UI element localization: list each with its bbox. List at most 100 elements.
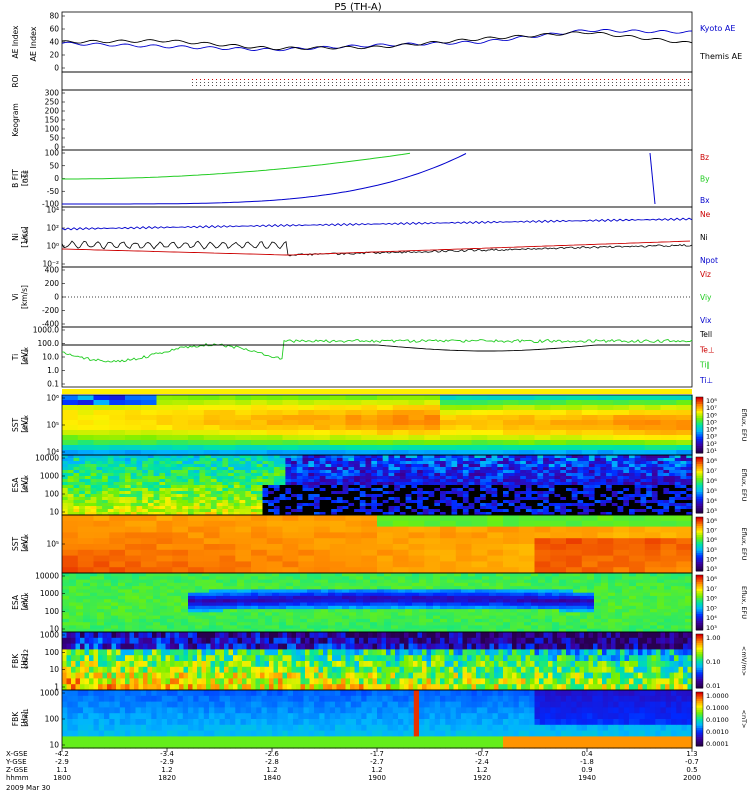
roi-dot [404, 82, 405, 83]
roi-dot [212, 85, 213, 86]
bfit-ylabel-1: [nT] [20, 171, 29, 186]
bfit-bx-line [62, 153, 467, 205]
xtick-zgse: 0.5 [686, 766, 697, 774]
ae-legend-kyoto: Kyoto AE [700, 24, 735, 33]
roi-dot [584, 82, 585, 83]
roi-dot [420, 79, 421, 80]
vi-legend-1: Viy [700, 293, 712, 302]
roi-dot [580, 85, 581, 86]
xtick-zgse: 1.2 [476, 766, 487, 774]
xtick-ygse: -2.4 [475, 758, 489, 766]
roi-dot [572, 79, 573, 80]
roi-dot [268, 79, 269, 80]
roi-dot [524, 82, 525, 83]
ti-legend-1: Te⊥ [699, 345, 714, 354]
roi-dot [688, 82, 689, 83]
sst_i-cbar-tick: 10³ [706, 565, 717, 573]
roi-dot [308, 82, 309, 83]
sst_i-cbar-tick: 10⁸ [706, 517, 717, 525]
roi-dot [256, 85, 257, 86]
roi-dot [240, 82, 241, 83]
roi-dot [584, 79, 585, 80]
roi-dot [608, 79, 609, 80]
keo-ytick: 100 [45, 125, 60, 134]
roi-dot [412, 82, 413, 83]
roi-ylabel-0: ROI [11, 74, 20, 87]
keo-frame [61, 89, 693, 151]
ti-te-line [62, 344, 690, 352]
roi-dot [588, 85, 589, 86]
roi-dot [504, 82, 505, 83]
roi-dot [596, 79, 597, 80]
roi-dot [544, 82, 545, 83]
roi-dot [612, 79, 613, 80]
roi-dot [652, 85, 653, 86]
roi-dot [612, 82, 613, 83]
fbk_e-cbar-tick: 0.01 [706, 682, 720, 690]
ae-ylabel: AE Index [29, 26, 38, 61]
roi-dot [500, 82, 501, 83]
roi-dot [544, 85, 545, 86]
roi-dot [440, 82, 441, 83]
roi-dot [656, 85, 657, 86]
roi-dot [364, 85, 365, 86]
roi-dot [424, 85, 425, 86]
ae-ytick: 20 [49, 51, 59, 60]
roi-dot [332, 85, 333, 86]
roi-dot [540, 85, 541, 86]
roi-dot [444, 82, 445, 83]
roi-dot [264, 82, 265, 83]
roi-dot [268, 85, 269, 86]
roi-dot [336, 82, 337, 83]
xtick-zgse: 1.2 [161, 766, 172, 774]
fbk_b-colorbar [695, 691, 704, 747]
vi-ylabel-1: [km/s] [20, 285, 29, 309]
esa_i-cbar-tick: 10³ [706, 624, 717, 632]
roi-dot [240, 85, 241, 86]
fbk_b-cbar-tick: 0.0001 [706, 740, 729, 748]
esa_e-ytick: 10000 [35, 454, 59, 463]
roi-frame [61, 71, 693, 91]
xtick-xgse: 0.4 [581, 750, 593, 758]
roi-dot [456, 79, 457, 80]
roi-dot [520, 82, 521, 83]
roi-dot [540, 82, 541, 83]
roi-dot [388, 79, 389, 80]
roi-dot [568, 79, 569, 80]
roi-dot [572, 85, 573, 86]
roi-dot [524, 85, 525, 86]
roi-dot [628, 79, 629, 80]
roi-dot [580, 82, 581, 83]
roi-dot [680, 85, 681, 86]
roi-dot [280, 82, 281, 83]
roi-dot [516, 82, 517, 83]
roi-dot [628, 85, 629, 86]
esa_i-cbar-label: Eflux, EFU [740, 586, 748, 619]
roi-dot [376, 82, 377, 83]
roi-dot [448, 79, 449, 80]
xtick-ygse: -2.9 [160, 758, 174, 766]
fbk_e-ytick: 1000 [40, 631, 59, 640]
roi-dot [604, 79, 605, 80]
ni-ytick: 10² [46, 224, 59, 233]
roi-dot [608, 85, 609, 86]
roi-dot [636, 85, 637, 86]
roi-dot [196, 85, 197, 86]
fbk_e-cbar-tick: 0.10 [706, 658, 720, 666]
roi-dot [588, 79, 589, 80]
fbk_e-cbar-tick: 1.00 [706, 634, 720, 642]
roi-dot [408, 85, 409, 86]
esa_e-cbar-tick: 10⁶ [706, 477, 717, 485]
roi-dot [316, 79, 317, 80]
esa_i-ylabel-1: [eV] [20, 595, 29, 611]
fbk_e-ylabel-sub: edc12 [22, 649, 30, 669]
roi-dot [532, 85, 533, 86]
roi-dot [412, 85, 413, 86]
roi-dot [632, 85, 633, 86]
roi-dot [252, 85, 253, 86]
roi-dot [612, 85, 613, 86]
sst_i-cbar-label: Eflux, EFU [740, 528, 748, 561]
roi-dot [608, 82, 609, 83]
roi-dot [408, 79, 409, 80]
